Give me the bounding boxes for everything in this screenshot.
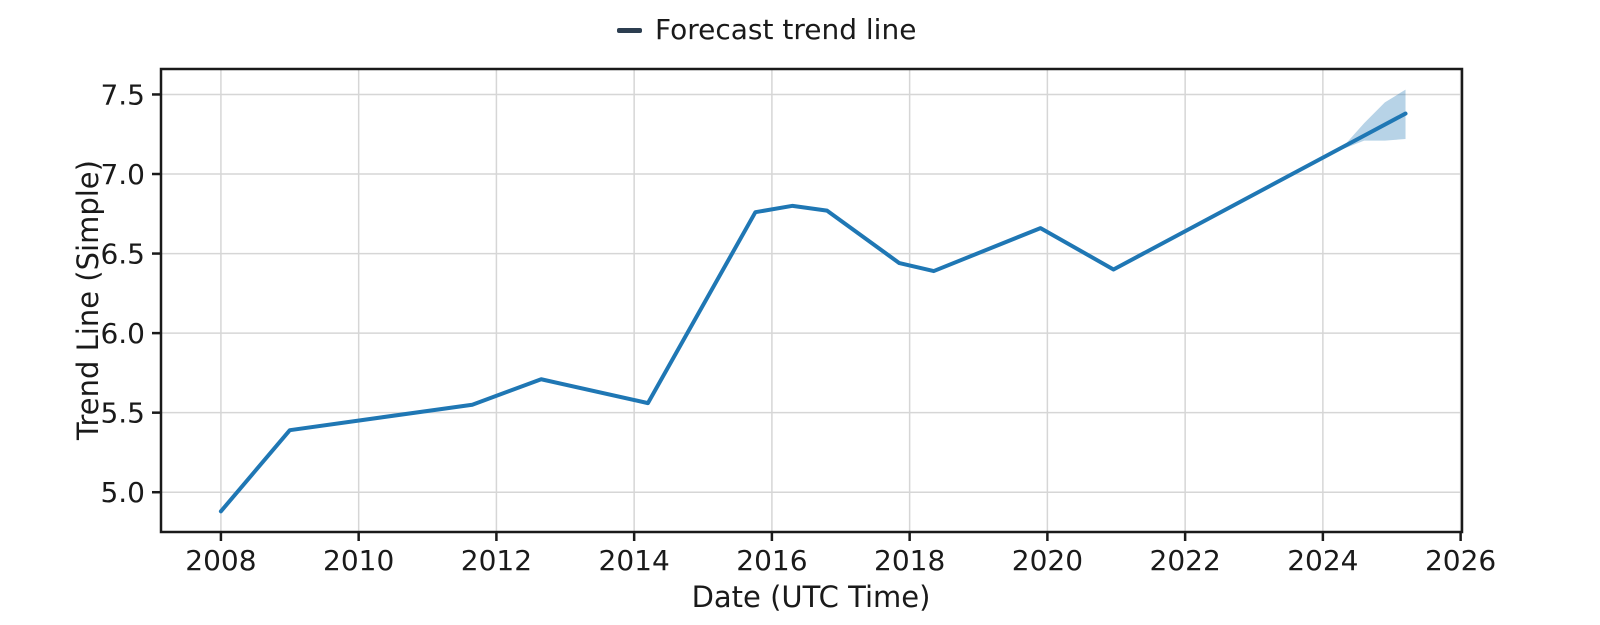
y-tick-label: 7.5 — [100, 78, 145, 111]
trend-line — [218, 111, 1408, 514]
x-axis-label: Date (UTC Time) — [691, 580, 931, 614]
y-tick-label: 7.0 — [100, 158, 145, 191]
legend: Forecast trend line — [617, 16, 916, 44]
y-axis-label: Trend Line (Simple) — [71, 160, 105, 440]
x-tick-label: 2018 — [874, 544, 945, 577]
x-tick-label: 2010 — [323, 544, 394, 577]
y-tick-label: 6.5 — [100, 238, 145, 271]
x-tick-label: 2014 — [599, 544, 670, 577]
x-tick-label: 2026 — [1425, 544, 1496, 577]
x-tick-label: 2024 — [1287, 544, 1358, 577]
legend-label: Forecast trend line — [655, 13, 917, 46]
x-tick-label: 2012 — [461, 544, 532, 577]
y-tick-label: 5.0 — [100, 476, 145, 509]
y-tick-label: 6.0 — [100, 317, 145, 350]
y-tick-label: 5.5 — [100, 397, 145, 430]
x-tick-label: 2020 — [1012, 544, 1083, 577]
x-tick-label: 2008 — [185, 544, 256, 577]
forecast-confidence-band — [1340, 89, 1406, 151]
x-tick-label: 2022 — [1150, 544, 1221, 577]
x-tick-label: 2016 — [736, 544, 807, 577]
plot-border — [159, 67, 1464, 534]
legend-line-swatch-icon — [617, 27, 642, 33]
